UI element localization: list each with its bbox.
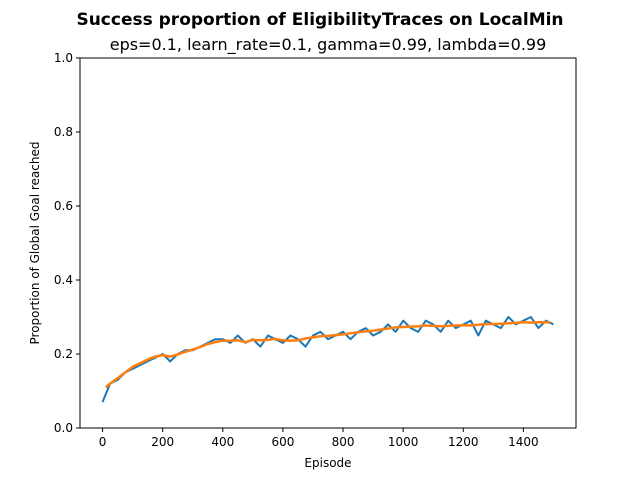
x-tick-label: 800	[332, 435, 355, 449]
x-axis-label: Episode	[304, 456, 351, 470]
plot-frame	[79, 57, 577, 429]
x-tick-label: 400	[211, 435, 234, 449]
series-layer	[101, 316, 554, 403]
y-tick-label: 0.0	[54, 421, 73, 435]
y-tick-label: 0.6	[54, 199, 73, 213]
chart-subtitle: eps=0.1, learn_rate=0.1, gamma=0.99, lam…	[110, 35, 547, 55]
x-tick-label: 0	[99, 435, 107, 449]
x-tick-label: 1000	[388, 435, 419, 449]
chart-title: Success proportion of EligibilityTraces …	[76, 10, 563, 30]
y-tick-label: 0.8	[54, 125, 73, 139]
y-tick-label: 0.2	[54, 347, 73, 361]
y-tick-label: 1.0	[54, 51, 73, 65]
y-tick-label: 0.4	[54, 273, 73, 287]
y-axis-label: Proportion of Global Goal reached	[28, 142, 42, 345]
x-axis-ticks: 0 200 400 600 800 1000 1200 1400	[99, 428, 539, 449]
x-tick-label: 1200	[448, 435, 479, 449]
plot-area	[80, 58, 576, 428]
x-tick-label: 600	[271, 435, 294, 449]
series-smoothed-line	[104, 320, 551, 389]
x-tick-label: 1400	[508, 435, 539, 449]
x-tick-label: 200	[151, 435, 174, 449]
y-axis-ticks: 0.0 0.2 0.4 0.6 0.8 1.0	[54, 51, 80, 435]
